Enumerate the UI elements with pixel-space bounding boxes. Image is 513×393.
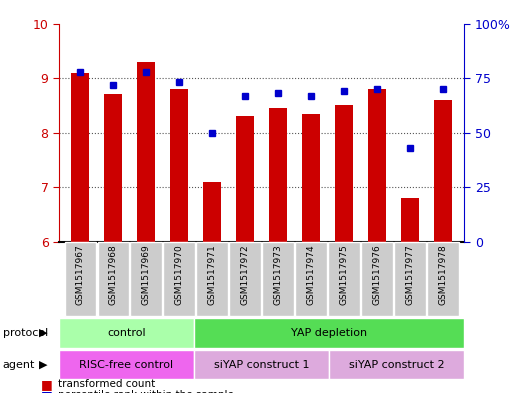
Bar [130,242,162,316]
Text: ■: ■ [41,378,53,391]
Bar [203,182,221,242]
Bar [229,242,261,316]
Bar [434,100,452,242]
Bar [335,105,353,242]
Bar [59,318,194,348]
Text: GSM1517968: GSM1517968 [109,244,118,305]
Bar [196,242,228,316]
Text: GSM1517972: GSM1517972 [241,244,250,305]
Bar [104,94,123,242]
Bar [262,242,294,316]
Text: GSM1517971: GSM1517971 [208,244,216,305]
Text: GSM1517969: GSM1517969 [142,244,151,305]
Bar [329,350,464,379]
Text: protocol: protocol [3,328,48,338]
Bar [71,73,89,242]
Bar [236,116,254,242]
Bar [427,242,459,316]
Text: siYAP construct 1: siYAP construct 1 [214,360,309,369]
Text: RISC-free control: RISC-free control [80,360,173,369]
Text: percentile rank within the sample: percentile rank within the sample [58,390,234,393]
Bar [194,318,464,348]
Bar [368,89,386,242]
Text: GSM1517978: GSM1517978 [438,244,447,305]
Text: GSM1517967: GSM1517967 [76,244,85,305]
Text: GSM1517970: GSM1517970 [175,244,184,305]
Bar [137,62,155,242]
Bar [59,350,194,379]
Bar [361,242,393,316]
Text: GSM1517976: GSM1517976 [372,244,382,305]
Text: ▶: ▶ [40,328,48,338]
Bar [328,242,360,316]
Bar [394,242,426,316]
Bar [302,114,320,242]
Bar [65,242,96,316]
Text: transformed count: transformed count [58,379,156,389]
Text: GSM1517977: GSM1517977 [405,244,415,305]
Text: siYAP construct 2: siYAP construct 2 [349,360,445,369]
Text: YAP depletion: YAP depletion [291,328,367,338]
Text: ■: ■ [41,389,53,393]
Bar [269,108,287,242]
Text: GSM1517973: GSM1517973 [273,244,283,305]
Text: GSM1517974: GSM1517974 [307,244,315,305]
Bar [97,242,129,316]
Text: control: control [107,328,146,338]
Bar [170,89,188,242]
Text: GSM1517975: GSM1517975 [340,244,348,305]
Bar [164,242,195,316]
Bar [194,350,329,379]
Bar [295,242,327,316]
Text: agent: agent [3,360,35,369]
Bar [401,198,419,242]
Text: ▶: ▶ [40,360,48,369]
